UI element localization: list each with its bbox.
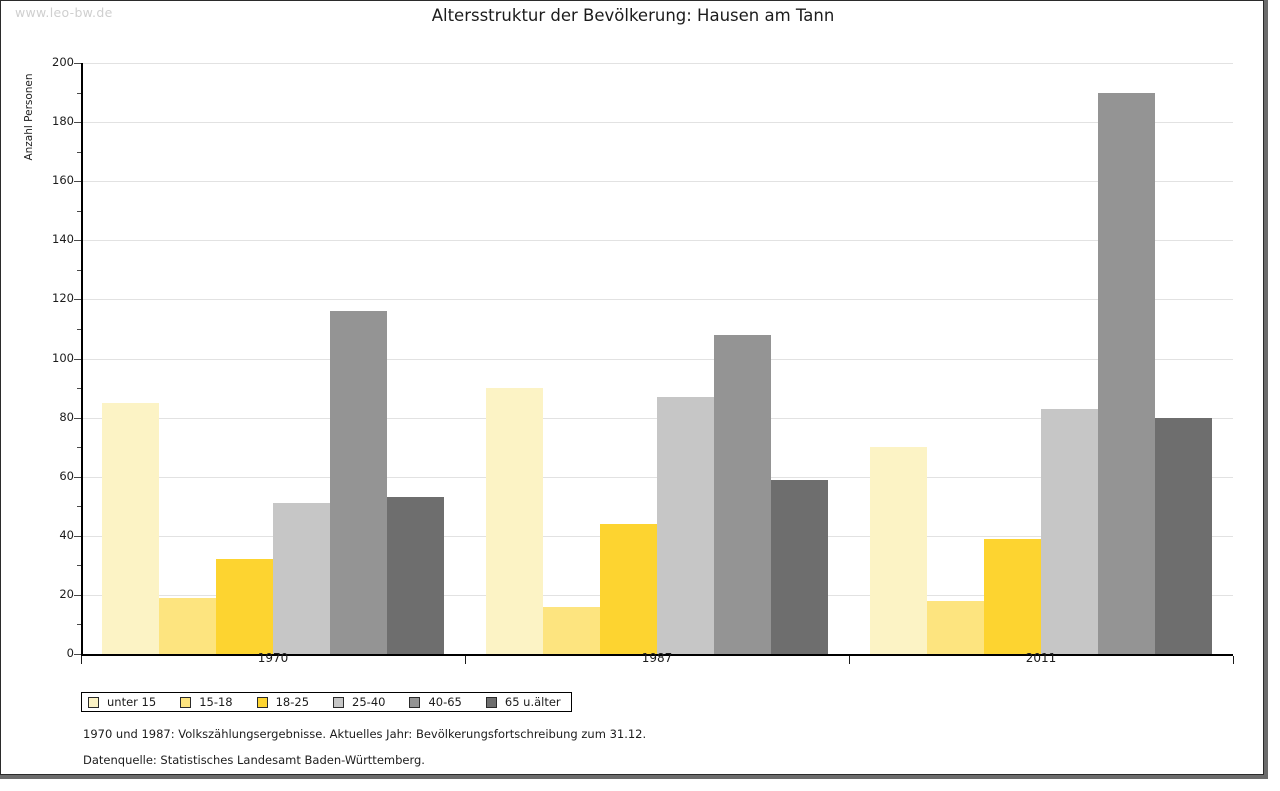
legend-item[interactable]: 15-18 [180, 695, 233, 709]
y-axis-tick-label: 160 [52, 173, 74, 188]
legend-item[interactable]: 18-25 [256, 695, 310, 709]
legend-label: 18-25 [275, 695, 310, 709]
bar [387, 497, 444, 654]
bar [273, 503, 330, 654]
y-axis-tick-label: 20 [59, 586, 74, 601]
y-axis-tick [74, 122, 81, 124]
gridline [81, 358, 1233, 360]
watermark-text: www.leo-bw.de [15, 5, 113, 20]
legend-swatch-icon [180, 696, 192, 708]
y-axis-minor-tick [77, 151, 81, 153]
legend-item[interactable]: 25-40 [333, 695, 385, 709]
legend-label: unter 15 [107, 695, 157, 709]
y-axis-line [81, 63, 83, 656]
bar [1041, 408, 1098, 654]
y-axis-tick-label: 120 [52, 291, 74, 306]
y-axis-tick [74, 181, 81, 183]
y-axis-minor-tick [77, 447, 81, 449]
y-axis-tick [74, 240, 81, 242]
y-axis-minor-tick [77, 565, 81, 567]
chart-title: Altersstruktur der Bevölkerung: Hausen a… [431, 6, 835, 25]
bar [159, 597, 216, 654]
gridline [81, 181, 1233, 183]
bar [870, 447, 927, 654]
gridline [81, 122, 1233, 124]
legend-label: 65 u.älter [504, 695, 561, 709]
bar [771, 479, 828, 654]
legend-swatch-icon [485, 696, 497, 708]
y-axis-tick [74, 417, 81, 419]
bar [543, 606, 600, 654]
bar [1098, 92, 1155, 654]
y-axis-minor-tick [77, 506, 81, 508]
bar [984, 538, 1041, 654]
x-axis-tick-label: 1987 [641, 651, 673, 665]
plot-area [74, 63, 1233, 656]
x-axis-tick [465, 656, 466, 664]
x-axis-tick-label: 1970 [257, 651, 289, 665]
x-axis-tick [1233, 656, 1234, 664]
bar [1155, 417, 1212, 654]
y-axis-minor-tick [77, 210, 81, 212]
bar [600, 523, 657, 654]
y-axis-tick-label: 0 [66, 646, 74, 660]
y-axis-tick-label: 180 [52, 114, 74, 129]
y-axis-minor-tick [77, 328, 81, 330]
y-axis-tick [74, 358, 81, 360]
bar [486, 388, 543, 654]
bar [102, 402, 159, 654]
legend-swatch-icon [409, 696, 421, 708]
y-axis-tick-label: 100 [52, 350, 74, 365]
x-axis-tick-label: 2011 [1025, 651, 1057, 665]
bar [657, 396, 714, 654]
legend-item[interactable]: unter 15 [88, 695, 156, 709]
y-axis-tick [74, 654, 81, 655]
chart-legend: unter 15 15-18 18-25 25-40 40-65 65 u.älter [81, 692, 572, 712]
bar [927, 600, 984, 654]
chart-page: www.leo-bw.de Altersstruktur der Bevölke… [0, 0, 1264, 775]
gridline [81, 63, 1233, 64]
footnote-datasource: Datenquelle: Statistisches Landesamt Bad… [83, 753, 425, 767]
legend-label: 25-40 [352, 695, 386, 709]
y-axis-tick-label: 200 [52, 55, 74, 69]
legend-label: 40-65 [428, 695, 462, 709]
y-axis-tick [74, 476, 81, 478]
image-frame: www.leo-bw.de Altersstruktur der Bevölke… [0, 0, 1268, 779]
legend-swatch-icon [333, 696, 345, 708]
y-axis-tick [74, 299, 81, 301]
y-axis-tick-label: 40 [59, 527, 74, 542]
x-axis-tick [849, 656, 850, 664]
gridline [81, 240, 1233, 242]
x-axis-tick [81, 656, 82, 664]
y-axis-minor-tick [77, 92, 81, 94]
legend-item[interactable]: 40-65 [409, 695, 462, 709]
y-axis-tick-label: 60 [59, 468, 74, 483]
x-axis-line [81, 654, 1233, 656]
legend-label: 15-18 [199, 695, 233, 709]
legend-swatch-icon [256, 696, 268, 708]
y-axis-tick [74, 63, 81, 64]
gridline [81, 299, 1233, 301]
y-axis-tick [74, 535, 81, 537]
y-axis-tick [74, 594, 81, 596]
y-axis-tick-label: 140 [52, 232, 74, 247]
y-axis-minor-tick [77, 624, 81, 626]
bar [216, 559, 273, 654]
bar [714, 334, 771, 654]
y-axis-tick-label: 80 [59, 409, 74, 424]
bar [330, 311, 387, 654]
y-axis-minor-tick [77, 388, 81, 390]
y-axis-minor-tick [77, 269, 81, 271]
legend-item[interactable]: 65 u.älter [485, 695, 561, 709]
legend-swatch-icon [88, 696, 99, 708]
footnote-methodology: 1970 und 1987: Volkszählungsergebnisse. … [83, 727, 647, 741]
